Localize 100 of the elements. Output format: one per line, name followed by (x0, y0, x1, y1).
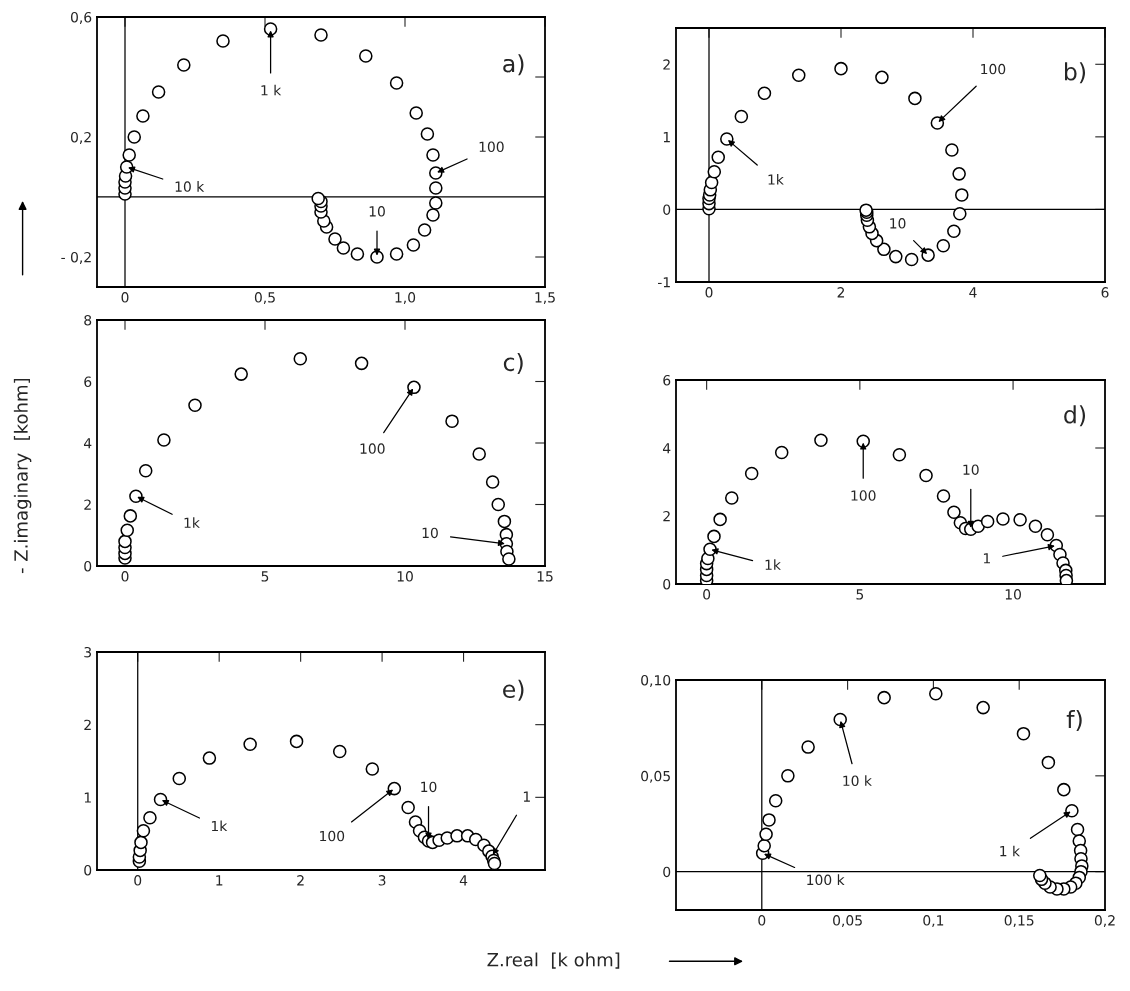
point (151, 85, 166, 99)
x-tick-label: 0 (121, 571, 129, 582)
point (118, 534, 132, 549)
point (762, 813, 776, 827)
point (707, 164, 722, 179)
point (781, 769, 795, 783)
x-tick-label: 10 (397, 571, 413, 582)
point (409, 106, 423, 120)
point (365, 762, 380, 776)
point (485, 475, 500, 489)
point (720, 132, 734, 146)
x-tick-label: 2 (297, 875, 304, 886)
annotation: 1k (768, 173, 784, 185)
point (188, 398, 202, 412)
point (234, 367, 248, 381)
point (123, 509, 138, 523)
point (445, 414, 459, 428)
annotation: 10 (890, 218, 906, 229)
annotation: 10 (963, 464, 979, 475)
x-tick-label: 0,05 (833, 915, 862, 928)
x-tick-label: 10 (1005, 589, 1021, 600)
y-tick-label: 0,6 (70, 11, 92, 24)
point (904, 252, 919, 267)
y-tick-label: 1 (84, 792, 91, 803)
x-tick-label: 1 (216, 875, 223, 886)
point (172, 771, 187, 786)
point (921, 248, 935, 262)
annotation: 1 k (1000, 845, 1020, 857)
x-tick-label: 15 (537, 571, 553, 582)
y-tick-label: 0 (84, 864, 92, 876)
point (768, 793, 783, 808)
point (996, 512, 1010, 526)
annotation: 100 (320, 830, 345, 842)
annotation: d) (1064, 405, 1086, 427)
point (293, 351, 308, 366)
point (707, 529, 721, 544)
point (908, 91, 922, 106)
annotation: 100 (851, 490, 876, 501)
point (875, 70, 889, 85)
point (757, 86, 772, 101)
x-tick-label: 0 (758, 915, 766, 926)
point (936, 238, 951, 253)
point (919, 468, 933, 483)
annotation: a) (503, 54, 524, 76)
x-tick-label: 1,5 (535, 292, 555, 305)
y-tick-label: 0,05 (641, 770, 670, 783)
y-tick-label: 0 (84, 560, 92, 572)
y-tick-label: 2 (663, 59, 670, 70)
point (1033, 868, 1047, 883)
annotation: b) (1065, 62, 1086, 84)
point (216, 34, 230, 48)
point (711, 150, 726, 164)
point (704, 175, 719, 190)
x-tick-label: 0 (134, 875, 142, 886)
x-tick-label: 0 (705, 287, 713, 298)
point (359, 49, 373, 63)
annotation: 10 k (843, 775, 872, 787)
point (354, 356, 369, 371)
point (429, 181, 443, 195)
y-tick-label: 0,10 (641, 674, 671, 687)
point (936, 489, 951, 503)
x-tick-label: 5 (856, 589, 864, 600)
annotation: 10 (421, 781, 437, 793)
annotation: 1 (983, 553, 990, 564)
y-tick-label: 3 (84, 646, 92, 658)
point (947, 505, 961, 520)
annotation: e) (503, 679, 524, 701)
annotation: c) (503, 352, 523, 374)
point (177, 58, 191, 72)
point (202, 751, 217, 765)
point (834, 61, 848, 76)
y-tick-label: 4 (83, 438, 92, 449)
y-tick-label: 6 (84, 376, 92, 387)
point (1041, 755, 1056, 770)
x-tick-label: 4 (459, 875, 468, 886)
point (929, 687, 943, 701)
point (328, 232, 342, 246)
point (724, 491, 739, 505)
point (1013, 512, 1027, 527)
point (1040, 527, 1055, 542)
annotation: 100 k (807, 874, 845, 886)
x-tick-label: 1,0 (395, 292, 416, 305)
x-tick-label: 0,15 (1004, 915, 1034, 928)
point (1016, 726, 1031, 741)
y-tick-label: 4 (662, 443, 671, 454)
point (122, 148, 136, 162)
point (1057, 782, 1071, 797)
point (426, 148, 440, 162)
annotation: 10 (369, 206, 385, 217)
point (336, 241, 351, 255)
point (389, 247, 404, 261)
point (791, 68, 806, 82)
y-tick-label: 2 (663, 510, 670, 522)
point (389, 76, 404, 90)
point (877, 690, 891, 705)
point (429, 166, 443, 180)
y-tick-label: 2 (84, 719, 91, 730)
point (744, 466, 759, 481)
point (472, 447, 486, 461)
point (713, 512, 727, 527)
